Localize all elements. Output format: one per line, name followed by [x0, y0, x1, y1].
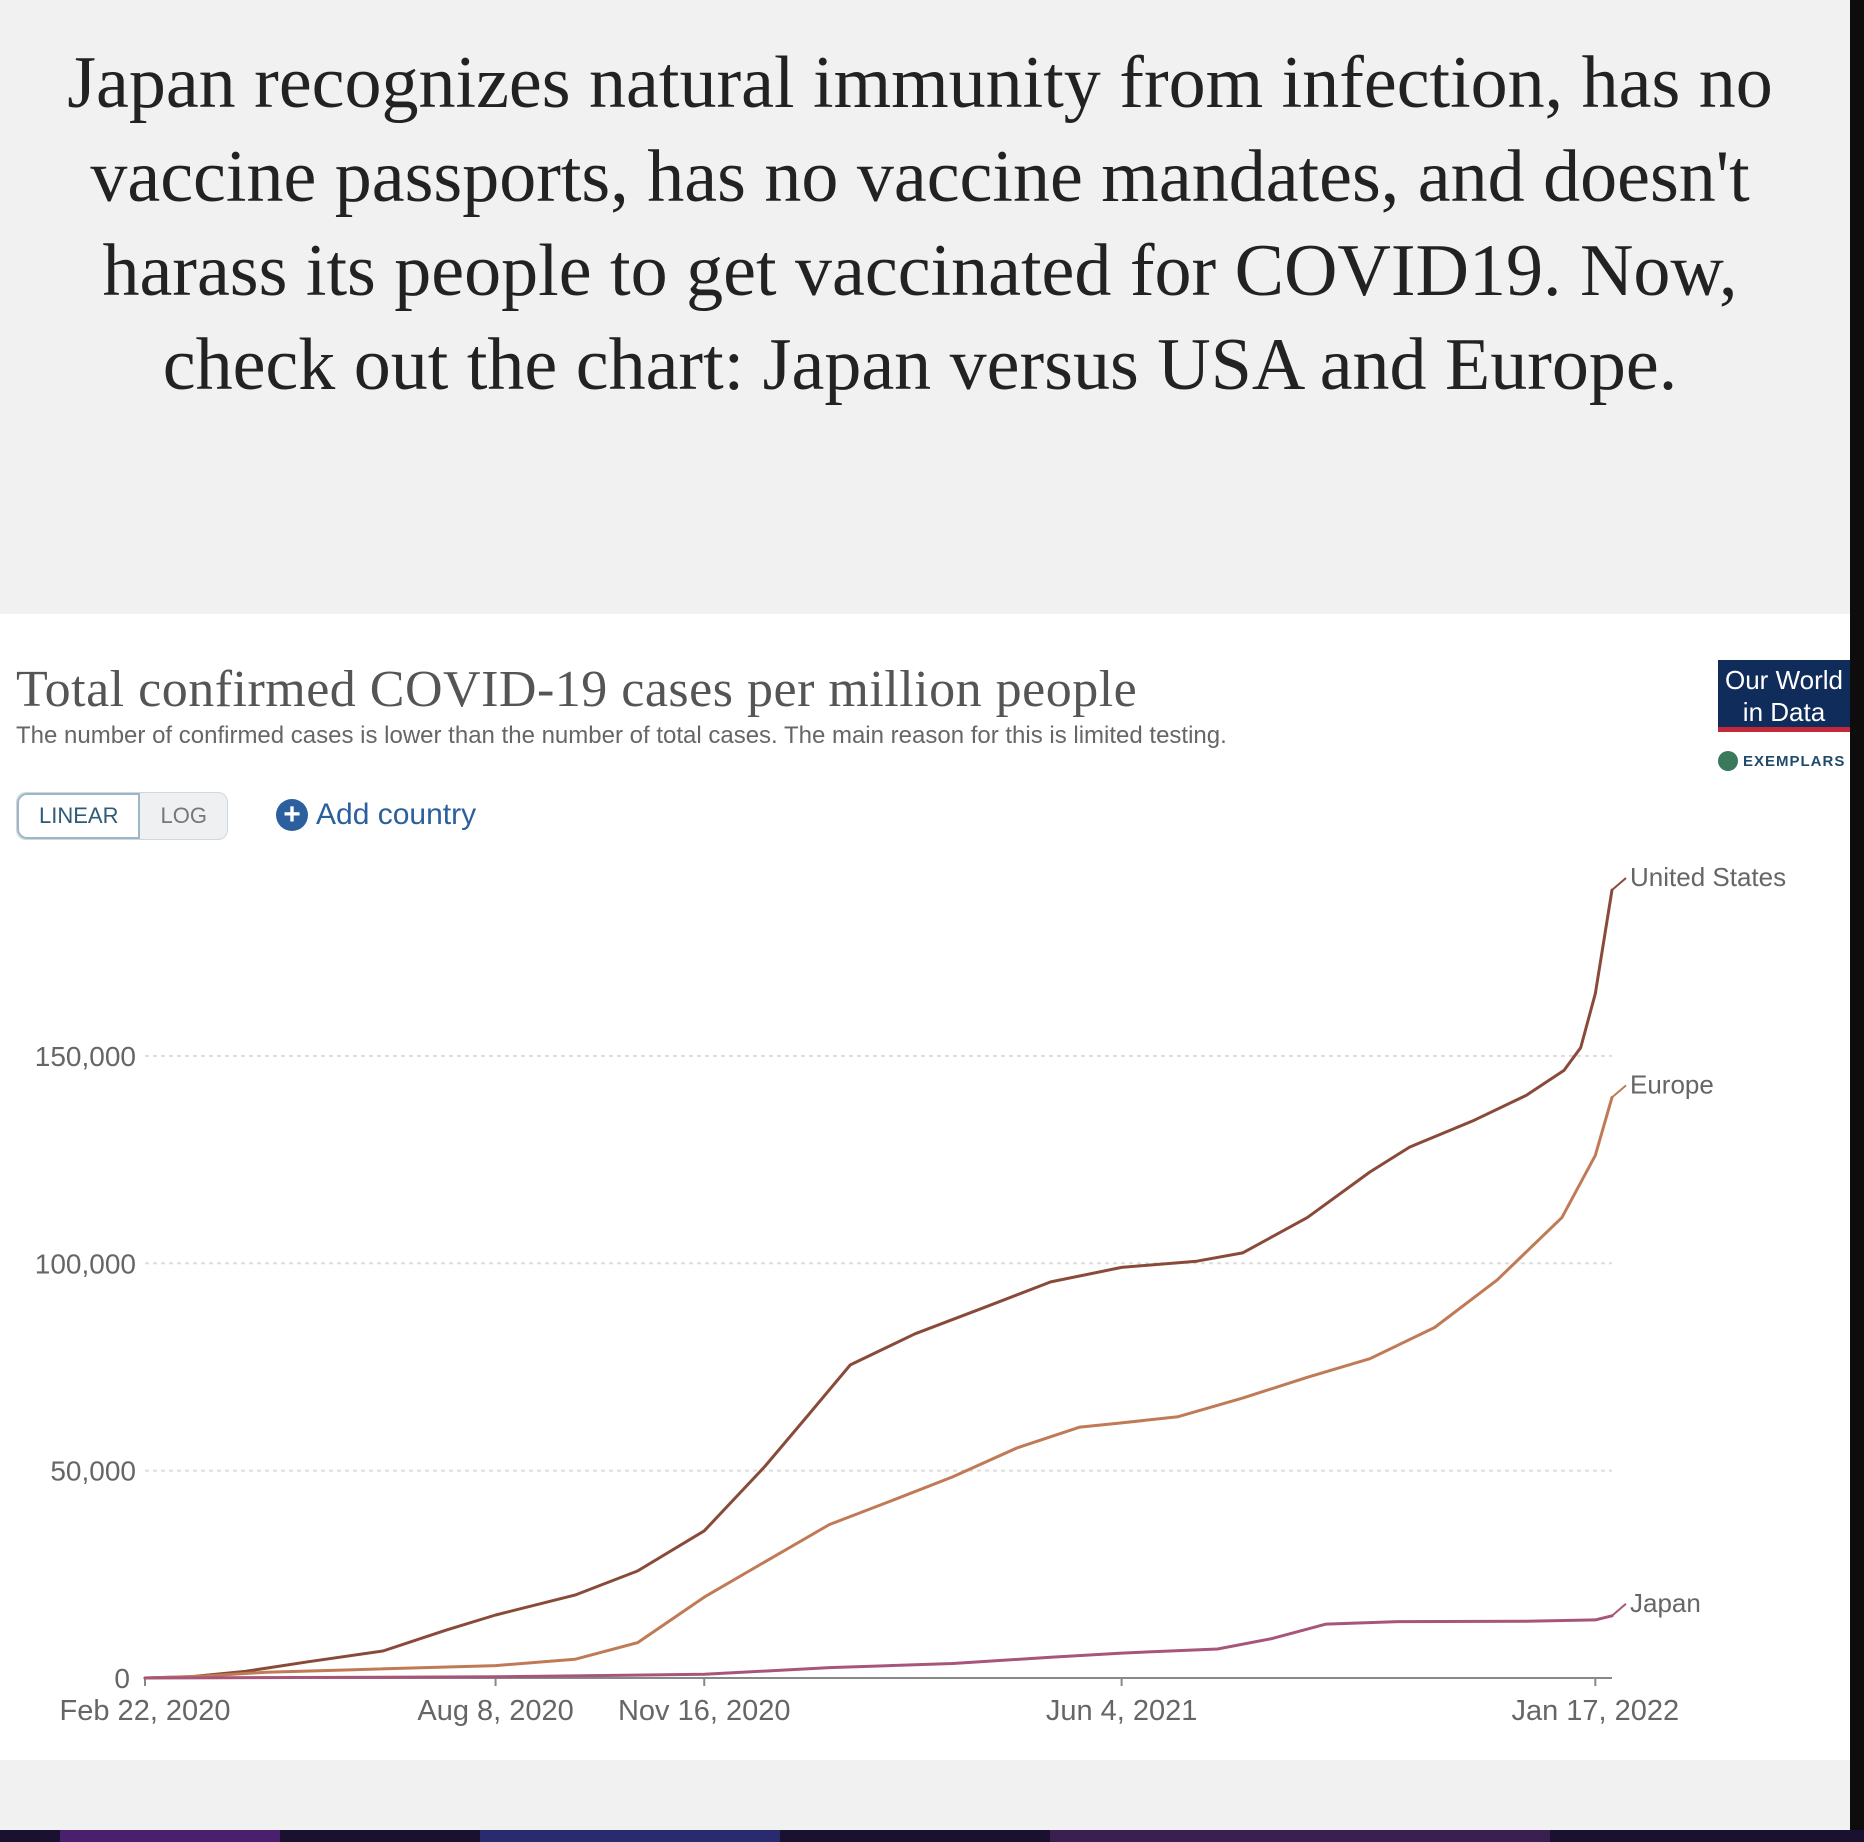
series-line-united-states [143, 888, 1614, 1680]
globe-icon [1718, 751, 1738, 771]
series-line-europe [143, 1095, 1614, 1680]
series-label-connector [1611, 1603, 1627, 1617]
x-tick-label: Nov 16, 2020 [618, 1695, 791, 1727]
x-tick-label: Jun 4, 2021 [1046, 1695, 1198, 1727]
exemplar-logo: EXEMPLARS [1718, 746, 1850, 776]
bottom-strip [0, 1830, 1864, 1842]
scale-toggle: LINEAR LOG [16, 792, 228, 840]
chart-title: Total confirmed COVID-19 cases per milli… [16, 661, 1138, 718]
series-label-connector [1611, 877, 1627, 891]
series-label-united-states: United States [1630, 862, 1786, 892]
log-scale-button[interactable]: LOG [160, 803, 207, 828]
exemplar-label: EXEMPLARS [1743, 752, 1846, 770]
y-tick-label: 150,000 [35, 1041, 136, 1072]
chart-card [0, 614, 1850, 1760]
chart-subtitle: The number of confirmed cases is lower t… [16, 722, 1227, 749]
y-tick-label: 0 [114, 1663, 130, 1694]
series-label-europe: Europe [1630, 1069, 1714, 1099]
line-chart: 0 50,000 100,000 150,000 Feb 22, 2020 Aug 8, … [35, 862, 1786, 1727]
owid-logo-line2: in Data [1742, 697, 1826, 727]
add-country-label: Add country [316, 798, 477, 831]
owid-logo[interactable]: Our World in Data [1718, 660, 1850, 732]
screen-edge [1850, 0, 1864, 1842]
y-tick-label: 50,000 [50, 1456, 136, 1487]
x-tick-label: Jan 17, 2022 [1511, 1695, 1679, 1727]
x-tick-label: Feb 22, 2020 [60, 1695, 231, 1727]
x-tick-label: Aug 8, 2020 [417, 1695, 573, 1727]
y-tick-label: 100,000 [35, 1248, 136, 1279]
add-country-button[interactable]: + Add country [276, 794, 476, 836]
owid-logo-line1: Our World [1725, 665, 1843, 695]
linear-scale-button[interactable]: LINEAR [17, 793, 141, 839]
plus-icon: + [276, 799, 308, 831]
series-line-japan [143, 1614, 1614, 1680]
meme-caption: Japan recognizes natural immunity from i… [67, 42, 1773, 406]
series-label-connector [1611, 1084, 1627, 1099]
series-label-japan: Japan [1630, 1588, 1701, 1618]
